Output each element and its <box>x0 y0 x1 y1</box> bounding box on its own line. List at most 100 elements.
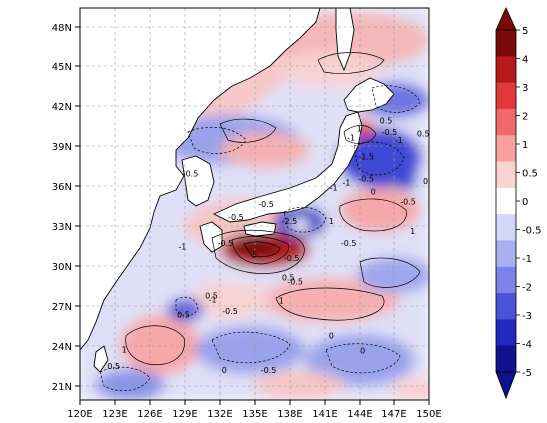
lat-label: 33N <box>52 222 72 233</box>
lat-label: 39N <box>52 142 72 153</box>
contour-label: -0.5 <box>183 169 199 178</box>
colorbar-segment <box>496 56 516 84</box>
contour-label: 0.5 <box>417 130 430 139</box>
colorbar-tick-label: -0.5 <box>522 226 542 237</box>
contour-label: 0.5 <box>380 117 393 126</box>
contour-label: 0 <box>329 331 334 340</box>
colorbar-segment <box>496 266 516 294</box>
contour-label: 0.5 <box>177 311 190 320</box>
contour-label: -1.5 <box>358 153 374 162</box>
contour-label: 1 <box>410 227 415 236</box>
contour-lines <box>125 52 421 366</box>
contour-label: -0.5 <box>341 239 357 248</box>
contour-label: -1 <box>347 133 355 142</box>
colorbar-segments <box>496 30 516 373</box>
lon-label: 126E <box>137 409 162 420</box>
colorbar-tick-label: 4 <box>522 55 528 66</box>
lon-label: 129E <box>172 409 197 420</box>
contour-label: -0.5 <box>382 128 398 137</box>
kyushu-island <box>199 221 223 253</box>
lon-label: 135E <box>242 409 267 420</box>
contour-lines-negative <box>99 85 421 392</box>
korean-peninsula <box>181 155 215 207</box>
colorbar-tick-label: -1 <box>522 254 532 265</box>
lat-label: 21N <box>52 382 72 393</box>
contour-label: -0.5 <box>358 175 374 184</box>
lat-label: 24N <box>52 342 72 353</box>
lon-label: 144E <box>347 409 372 420</box>
lat-label: 42N <box>52 102 72 113</box>
contour-label: -2.5 <box>282 217 298 226</box>
contour-label: 1 <box>357 124 362 133</box>
contour-label: 0 <box>423 177 428 186</box>
colorbar-segment <box>496 240 516 268</box>
colorbar-tick-label: -3 <box>522 311 532 322</box>
colorbar-tick-label: 2 <box>522 112 528 123</box>
contour-label: -1 <box>330 184 338 193</box>
colorbar-top-arrow <box>495 7 517 31</box>
contour-label: 0 <box>222 366 227 375</box>
graticule <box>80 8 429 400</box>
colorbar-segment <box>496 82 516 110</box>
colorbar-segment <box>496 161 516 189</box>
contour-label: 1 <box>279 297 284 306</box>
contour-label: 0 <box>360 347 365 356</box>
colorbar-segment <box>496 187 516 215</box>
latitude-labels: 48N 45N 42N 39N 36N 33N 30N 27N 24N 21N <box>52 23 72 393</box>
colorbar-segment <box>496 108 516 136</box>
lon-label: 132E <box>207 409 232 420</box>
colorbar-segment <box>496 319 516 347</box>
asian-mainland <box>80 8 321 351</box>
contour-label: 1 <box>122 345 127 354</box>
contour-label: -0.5 <box>287 277 303 286</box>
lon-label: 123E <box>102 409 127 420</box>
lon-label: 141E <box>312 409 337 420</box>
contour-label: -1 <box>395 136 403 145</box>
honshu-island <box>212 111 363 223</box>
contour-label: 1 <box>329 217 334 226</box>
contour-label: -0.5 <box>222 307 238 316</box>
longitude-labels: 120E 123E 126E 129E 132E 135E 138E 141E … <box>67 409 441 420</box>
colorbar: 5 4 3 2 1 0.5 0 -0.5 -1 -2 -3 -4 -5 <box>495 7 542 400</box>
lat-label: 30N <box>52 262 72 273</box>
contour-label: -1 <box>178 243 186 252</box>
contour-labels: -0.5-1 -0.5-0.5-0.5-2.55 -0.5-0.50.51-0.5-… <box>107 117 429 375</box>
contour-label: 0.5 <box>205 292 218 301</box>
lon-label: 147E <box>381 409 406 420</box>
axis-ticks <box>75 26 430 405</box>
colorbar-segment <box>496 30 516 57</box>
shikoku-island <box>243 221 277 237</box>
colorbar-tick-label: -5 <box>522 368 532 379</box>
colorbar-segment <box>496 345 516 373</box>
colorbar-segment <box>496 293 516 320</box>
colorbar-tick-label: -2 <box>522 283 532 294</box>
colorbar-tick-label: 0 <box>522 197 528 208</box>
contour-label: 5 <box>252 250 257 259</box>
contour-label: -1 <box>209 295 217 304</box>
colorbar-tick-label: 3 <box>522 83 528 94</box>
contour-label: -0.5 <box>218 239 234 248</box>
contour-label: -0.5 <box>258 200 274 209</box>
sakhalin-island <box>335 8 355 72</box>
lon-label: 150E <box>416 409 441 420</box>
contour-label: 0.5 <box>107 362 120 371</box>
lon-label: 138E <box>277 409 302 420</box>
colorbar-tick-label: 1 <box>522 140 528 151</box>
contour-label: -0.5 <box>228 213 244 222</box>
lat-label: 36N <box>52 182 72 193</box>
land-masses <box>80 8 395 373</box>
lat-label: 48N <box>52 23 72 34</box>
taiwan-island <box>93 345 109 373</box>
contour-label: 0.5 <box>282 274 295 283</box>
contour-label: -0.5 <box>400 198 416 207</box>
contour-label: -0.5 <box>284 254 300 263</box>
colorbar-segment <box>496 135 516 163</box>
lon-label: 120E <box>67 409 92 420</box>
hokkaido-island <box>343 77 395 113</box>
map-plot-area: -0.5-1 -0.5-0.5-0.5-2.55 -0.5-0.50.51-0.5-… <box>80 8 429 400</box>
lat-label: 27N <box>52 302 72 313</box>
contour-label: 0 <box>371 187 376 196</box>
colorbar-ticks: 5 4 3 2 1 0.5 0 -0.5 -1 -2 -3 -4 -5 <box>516 26 542 379</box>
colorbar-segment <box>496 214 516 241</box>
